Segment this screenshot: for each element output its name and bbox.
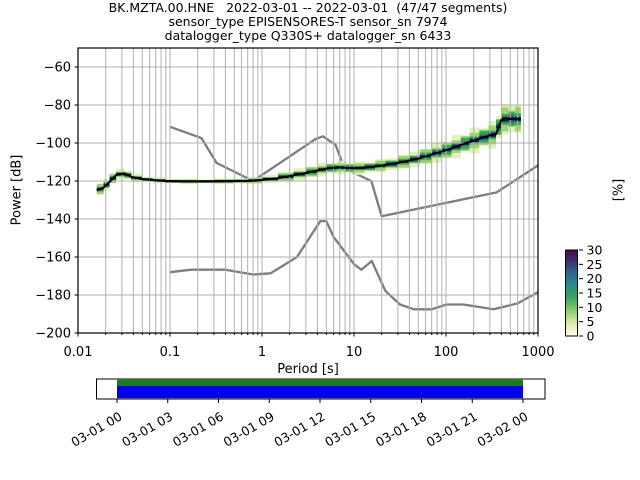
coverage-time-label: 03-01 21 (424, 409, 480, 450)
y-tick-label: −60 (44, 61, 71, 76)
psd-mode-line (96, 117, 521, 192)
x-tick-label: 1 (258, 345, 266, 360)
x-tick-label: 1000 (521, 345, 554, 360)
x-tick-label: 0.01 (64, 345, 93, 360)
colorbar-tick-label: 5 (587, 314, 595, 329)
coverage-data-blue (117, 386, 523, 399)
colorbar-gradient (565, 249, 578, 337)
colorbar-tick-label: 15 (587, 286, 603, 301)
y-tick-label: −120 (35, 175, 71, 190)
y-tick-label: −80 (44, 99, 71, 114)
y-tick-label: −100 (35, 137, 71, 152)
x-tick-label: 0.1 (160, 345, 181, 360)
coverage-time-label: 03-01 12 (271, 409, 327, 450)
y-tick-label: −200 (35, 327, 71, 342)
y-tick-label: −160 (35, 251, 71, 266)
y-tick-label: −180 (35, 289, 71, 304)
coverage-time-label: 03-02 00 (474, 409, 530, 450)
x-tick-label: 100 (434, 345, 459, 360)
colorbar-tick-label: 30 (587, 243, 603, 258)
coverage-time-label: 03-01 00 (68, 409, 124, 450)
title-line-3: datalogger_type Q330S+ datalogger_sn 643… (164, 28, 452, 43)
x-axis-ticks: 0.01 0.1 1 10 100 1000 (64, 333, 555, 360)
title-line-1: BK.MZTA.00.HNE 2022-03-01 -- 2022-03-01 … (108, 0, 508, 15)
plot-frame (77, 47, 539, 334)
nlnm-noise-model-line (169, 219, 539, 311)
coverage-time-label: 03-01 09 (221, 409, 277, 450)
coverage-data-green (117, 379, 523, 386)
coverage-time-label: 03-01 15 (322, 409, 378, 450)
x-tick-label: 10 (346, 345, 363, 360)
coverage-time-label: 03-01 18 (373, 409, 429, 450)
y-tick-label: −140 (35, 213, 71, 228)
y-axis-ticks: −60 −80 −100 −120 −140 −160 −180 −200 (35, 61, 78, 342)
colorbar-tick-label: 20 (587, 271, 603, 286)
colorbar-tick-label: 0 (587, 329, 595, 344)
colorbar-tick-label: 10 (587, 300, 603, 315)
coverage-time-label: 03-01 03 (119, 409, 175, 450)
x-axis-label: Period [s] (277, 362, 339, 377)
title-line-2: sensor_type EPISENSORES-T sensor_sn 7974 (168, 14, 448, 29)
coverage-time-label: 03-01 06 (170, 409, 226, 450)
gridlines (77, 48, 539, 334)
colorbar-tick-label: 25 (587, 257, 603, 272)
